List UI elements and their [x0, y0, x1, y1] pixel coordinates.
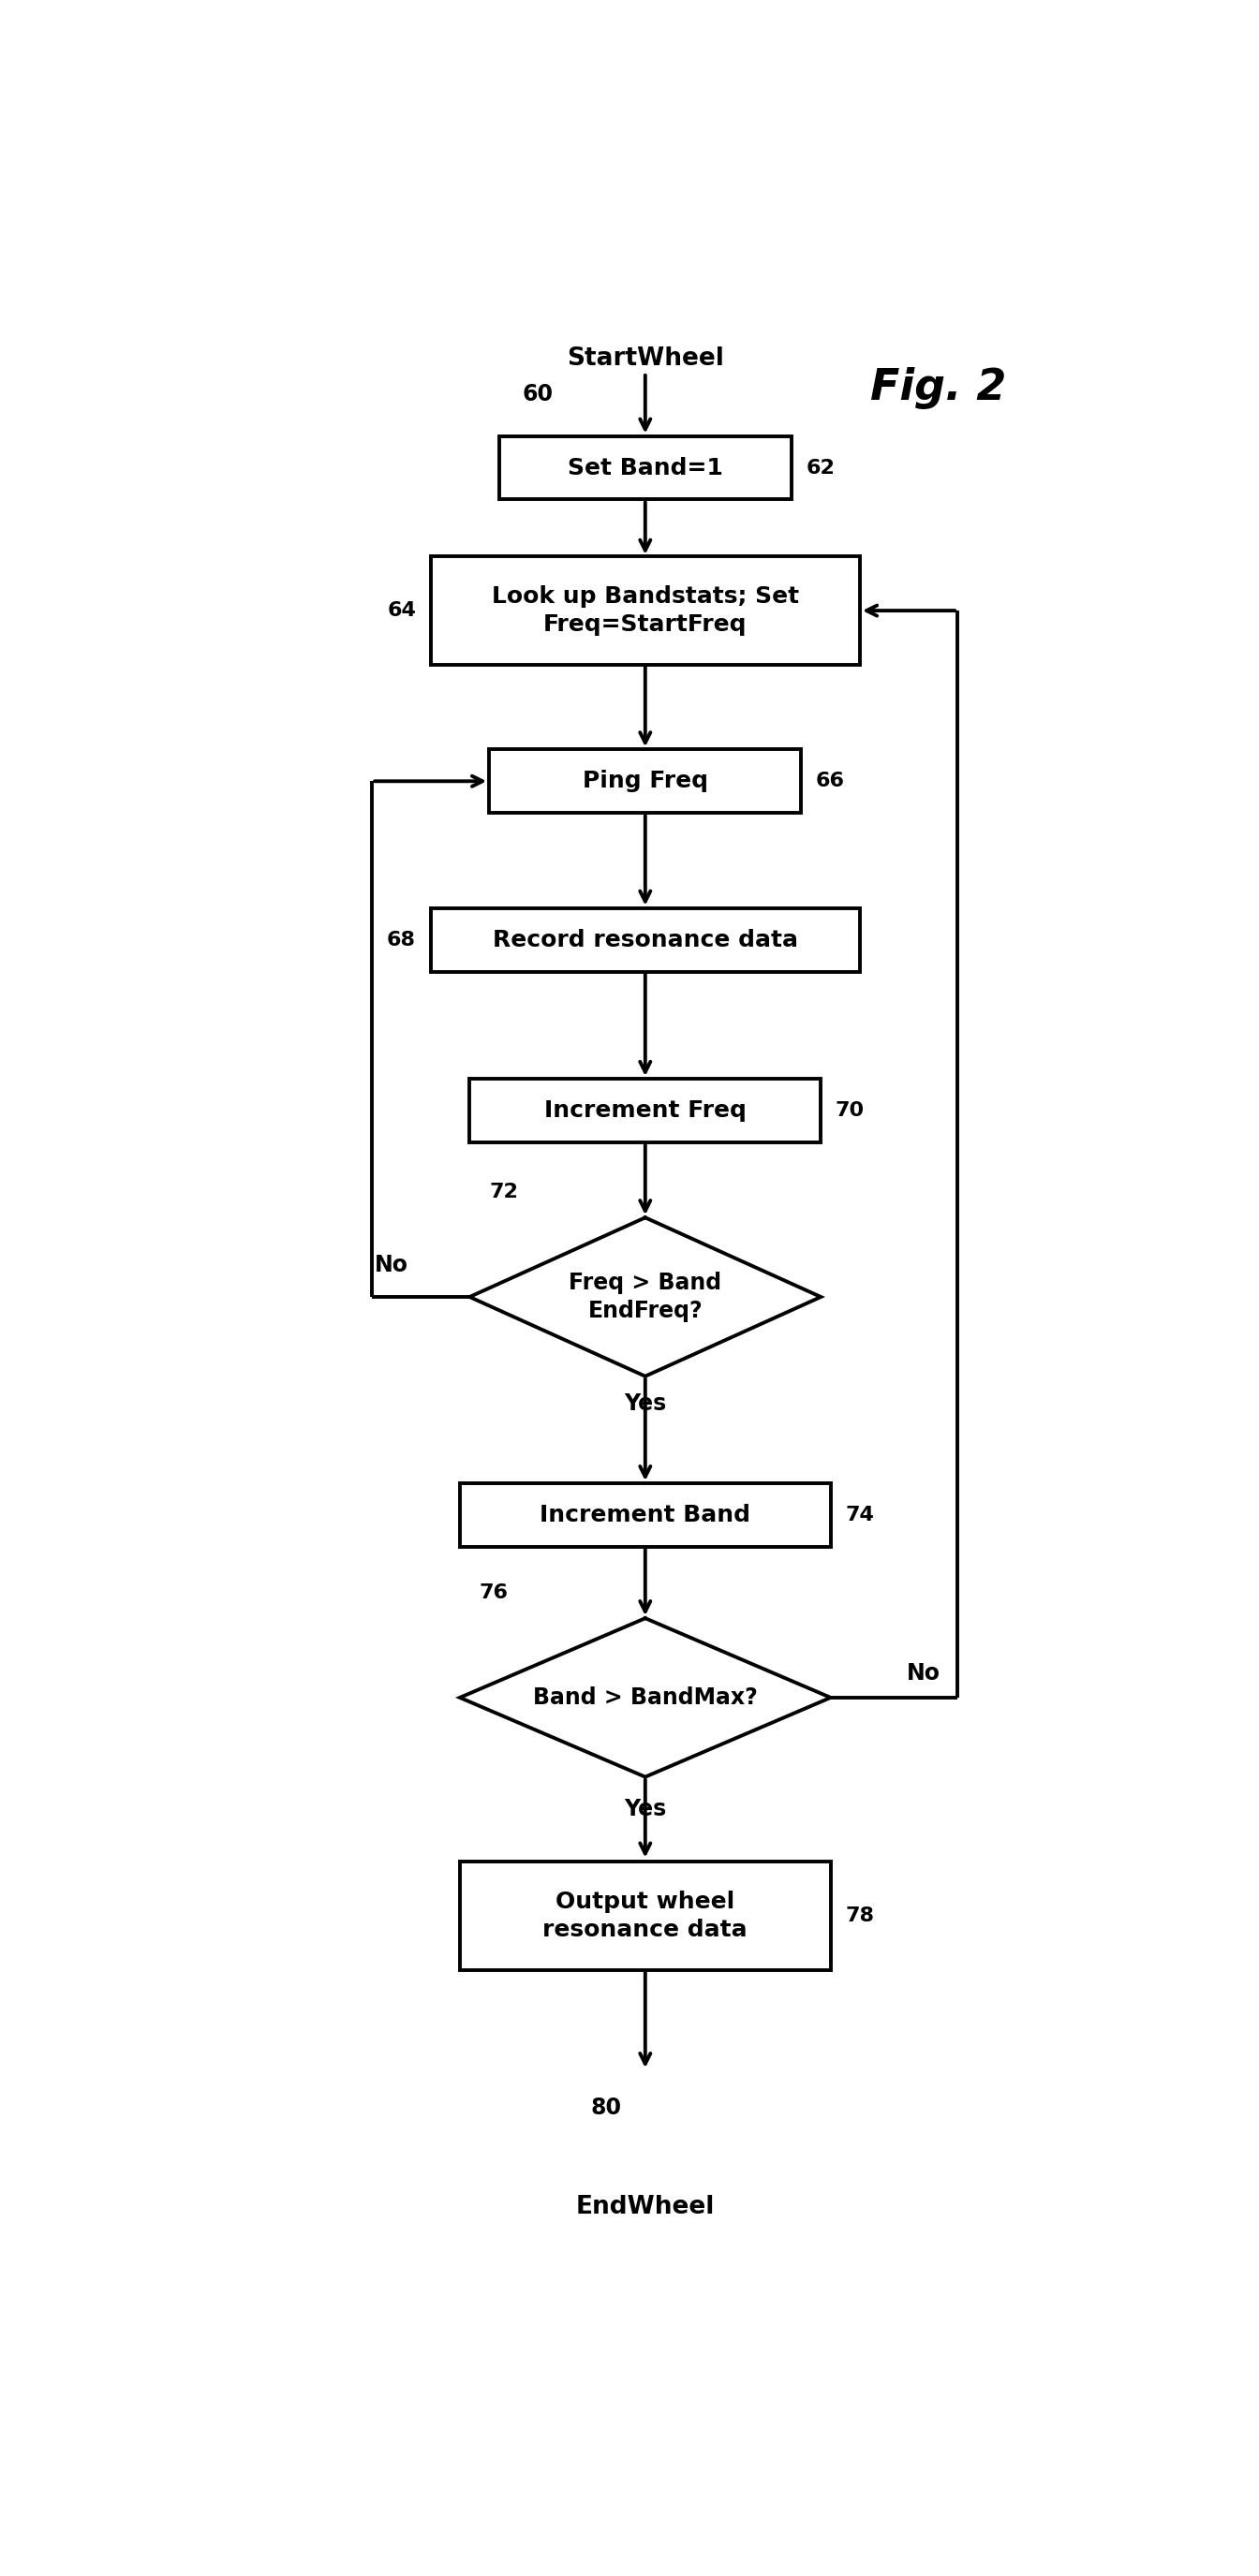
FancyBboxPatch shape [431, 909, 860, 971]
Text: 68: 68 [387, 930, 415, 948]
Text: Yes: Yes [624, 1394, 666, 1414]
Text: Set Band=1: Set Band=1 [568, 456, 723, 479]
Text: Output wheel
resonance data: Output wheel resonance data [543, 1891, 748, 1940]
Text: 64: 64 [387, 600, 415, 621]
Text: StartWheel: StartWheel [567, 348, 724, 371]
Text: Fig. 2: Fig. 2 [870, 368, 1006, 410]
Text: 80: 80 [590, 2097, 622, 2120]
FancyBboxPatch shape [499, 435, 792, 500]
Text: No: No [375, 1255, 408, 1278]
Text: Increment Freq: Increment Freq [544, 1100, 747, 1121]
Text: EndWheel: EndWheel [575, 2195, 715, 2221]
FancyBboxPatch shape [488, 750, 801, 814]
Text: 78: 78 [845, 1906, 874, 1924]
Text: Record resonance data: Record resonance data [492, 927, 798, 951]
Text: Freq > Band
EndFreq?: Freq > Band EndFreq? [569, 1273, 721, 1321]
FancyBboxPatch shape [460, 1862, 831, 1971]
Text: 70: 70 [836, 1100, 865, 1121]
FancyBboxPatch shape [431, 556, 860, 665]
Text: Ping Freq: Ping Freq [583, 770, 708, 793]
Text: Increment Band: Increment Band [540, 1504, 750, 1528]
Text: Look up Bandstats; Set
Freq=StartFreq: Look up Bandstats; Set Freq=StartFreq [491, 585, 799, 636]
FancyBboxPatch shape [460, 1484, 831, 1546]
FancyBboxPatch shape [470, 1079, 821, 1141]
Text: 66: 66 [816, 773, 845, 791]
Text: 62: 62 [806, 459, 835, 477]
Text: Band > BandMax?: Band > BandMax? [533, 1687, 758, 1708]
Text: 74: 74 [845, 1507, 874, 1525]
Text: Yes: Yes [624, 1798, 666, 1819]
Text: 60: 60 [522, 384, 554, 404]
Text: No: No [906, 1662, 940, 1685]
Text: 76: 76 [480, 1584, 509, 1602]
Text: 72: 72 [488, 1182, 517, 1200]
